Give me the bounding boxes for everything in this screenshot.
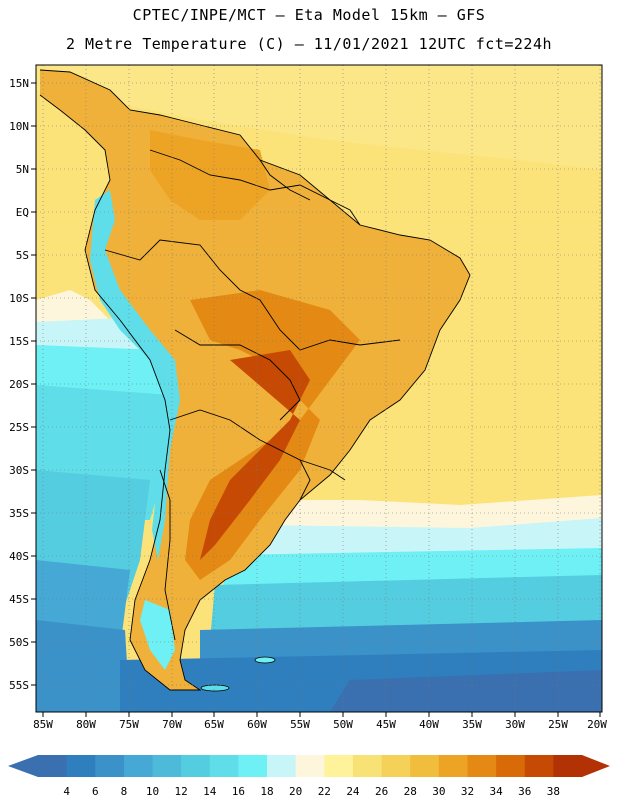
colorbar-tick-label: 18: [260, 785, 273, 798]
ocean-south-band-4: [330, 670, 602, 712]
lat-label: 10N: [9, 120, 29, 133]
colorbar-swatch: [295, 755, 325, 777]
colorbar-tick-label: 22: [318, 785, 331, 798]
colorbar-swatch: [38, 755, 68, 777]
hottest-region: [200, 350, 310, 560]
colorbar-tick-label: 36: [518, 785, 531, 798]
colorbar-tick-label: 4: [63, 785, 70, 798]
lon-label: 75W: [119, 718, 139, 731]
colorbar-high-arrow: [582, 755, 610, 777]
lat-label: 30S: [9, 464, 29, 477]
map-subtitle: 2 Metre Temperature (C) – 11/01/2021 12U…: [65, 35, 553, 53]
lat-label: 45S: [9, 593, 29, 606]
colorbar-tick-labels: 4 6 8 10 12 14 16 18 20 22 24 26 28 30 32 34 36 38: [63, 785, 560, 798]
colorbar-tick-label: 16: [232, 785, 245, 798]
colorbar-tick-label: 32: [461, 785, 474, 798]
lat-label: 25S: [9, 421, 29, 434]
colorbar-swatch: [123, 755, 154, 777]
colorbar-swatch: [467, 755, 497, 777]
lon-label: 85W: [33, 718, 53, 731]
colorbar-tick-label: 30: [432, 785, 445, 798]
colorbar-swatch: [496, 755, 526, 777]
colorbar-tick-label: 6: [92, 785, 99, 798]
lon-label: 25W: [548, 718, 568, 731]
colorbar-swatch: [152, 755, 182, 777]
ocean-north-band: [36, 65, 602, 170]
lon-label: 70W: [162, 718, 182, 731]
colorbar-swatches: [38, 755, 583, 777]
colorbar-tick-label: 10: [146, 785, 159, 798]
colorbar-swatch: [438, 755, 468, 777]
lon-label: 30W: [505, 718, 525, 731]
colorbar-swatch: [381, 755, 411, 777]
lon-label: 50W: [333, 718, 353, 731]
colorbar-swatch: [267, 755, 297, 777]
colorbar-swatch: [352, 755, 383, 777]
lat-label: 15S: [9, 335, 29, 348]
lon-label: 35W: [462, 718, 482, 731]
lat-label: 5S: [16, 249, 29, 262]
lat-label: 20S: [9, 378, 29, 391]
lat-ticks: [31, 82, 36, 686]
lat-label: 50S: [9, 636, 29, 649]
colorbar-swatch: [66, 755, 96, 777]
colorbar-tick-label: 28: [404, 785, 417, 798]
colorbar-swatch: [410, 755, 440, 777]
colorbar: 4 6 8 10 12 14 16 18 20 22 24 26 28 30 32 34 36 38: [8, 755, 610, 798]
colorbar-low-arrow: [8, 755, 38, 777]
colorbar-swatch: [209, 755, 239, 777]
colorbar-swatch: [95, 755, 125, 777]
colorbar-swatch: [238, 755, 268, 777]
map-title: CPTEC/INPE/MCT – Eta Model 15km – GFS: [132, 6, 486, 24]
lon-label: 60W: [247, 718, 267, 731]
lat-label: EQ: [16, 206, 29, 219]
ocean-atlantic-pale-band: [280, 495, 602, 530]
colorbar-swatch: [524, 755, 554, 777]
andes-cold-ridge: [90, 190, 180, 560]
lat-label: 10S: [9, 292, 29, 305]
lon-label: 65W: [204, 718, 224, 731]
country-borders: [39, 69, 471, 691]
colorbar-tick-label: 20: [289, 785, 302, 798]
temperature-map: 15N 10N 5N EQ 5S 10S 15S 20S 25S 30S 35S…: [9, 64, 607, 731]
lon-label: 20W: [587, 718, 607, 731]
ocean-pacific-band-8: [36, 620, 130, 712]
lat-label: 15N: [9, 77, 29, 90]
lon-label: 40W: [419, 718, 439, 731]
lon-ticks: [42, 712, 601, 717]
colorbar-swatch: [324, 755, 354, 777]
colorbar-tick-label: 24: [346, 785, 360, 798]
colorbar-tick-label: 26: [375, 785, 388, 798]
colorbar-tick-label: 34: [489, 785, 503, 798]
map-frame: [35, 64, 603, 713]
colorbar-swatch: [181, 755, 211, 777]
falkland-islands: [254, 656, 276, 664]
lat-label: 35S: [9, 507, 29, 520]
colorbar-tick-label: 38: [547, 785, 560, 798]
tierra-del-fuego: [200, 684, 230, 692]
patagonia-cold-region: [140, 600, 175, 670]
lat-label: 5N: [16, 163, 29, 176]
lon-label: 55W: [290, 718, 310, 731]
lat-label: 40S: [9, 550, 29, 563]
colorbar-swatch: [553, 755, 583, 777]
colorbar-tick-label: 12: [175, 785, 188, 798]
lon-label: 80W: [76, 718, 96, 731]
lat-label: 55S: [9, 679, 29, 692]
colorbar-tick-label: 14: [203, 785, 217, 798]
colorbar-tick-label: 8: [121, 785, 128, 798]
lon-label: 45W: [376, 718, 396, 731]
